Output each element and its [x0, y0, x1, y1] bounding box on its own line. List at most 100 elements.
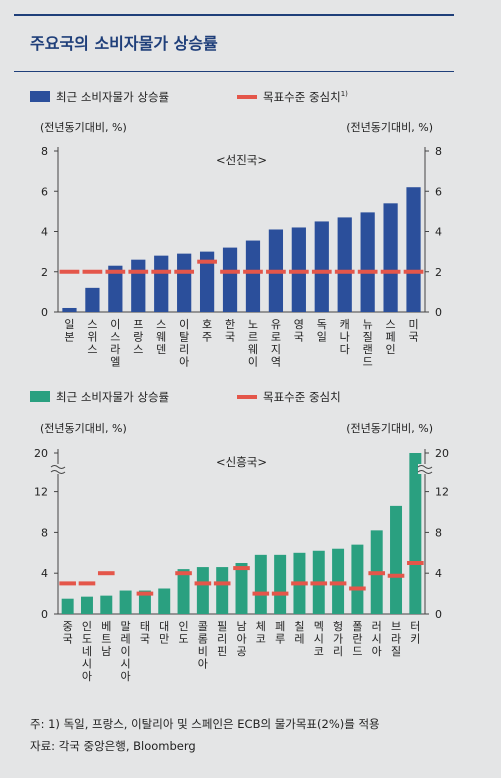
legend-target-footnote-mark: 1): [341, 90, 348, 98]
chart-subtitle: <선진국>: [216, 153, 267, 167]
bar: [222, 247, 238, 312]
bar: [245, 240, 261, 312]
target-marker: [128, 269, 149, 274]
target-marker: [310, 581, 328, 586]
y-tick-label-right: 6: [435, 185, 442, 198]
target-marker: [291, 581, 308, 586]
bar: [406, 187, 421, 312]
bar: [108, 265, 123, 312]
bar: [274, 554, 287, 614]
target-marker: [271, 591, 289, 596]
bar: [337, 217, 352, 312]
bar: [177, 253, 192, 312]
target-marker: [151, 269, 172, 274]
chart-subtitle: <신흥국>: [216, 455, 267, 469]
legend-target-label: 목표수준 중심치: [263, 390, 341, 404]
target-marker: [233, 566, 250, 571]
target-marker: [78, 581, 96, 586]
target-marker: [59, 269, 80, 274]
legend-bar-label: 최근 소비자물가 상승률: [56, 390, 169, 404]
bar: [80, 596, 93, 614]
y-tick-label-left: 4: [41, 567, 48, 580]
legend-target-swatch: [237, 95, 257, 99]
bar: [235, 563, 248, 614]
axis-break-mark: [50, 465, 66, 469]
page-title: 주요국의 소비자물가 상승률: [30, 34, 218, 53]
bar: [360, 212, 375, 312]
target-marker: [220, 269, 240, 274]
target-marker: [197, 259, 217, 264]
legend-bar-swatch: [30, 91, 50, 102]
y-tick-label-right: 0: [435, 608, 442, 621]
target-marker: [311, 269, 332, 274]
y-tick-label-left: 20: [34, 447, 48, 460]
footnote: 주: 1) 독일, 프랑스, 이탈리아 및 스페인은 ECB의 물가목표(2%)…: [30, 717, 380, 731]
bar: [383, 203, 398, 312]
legend-bar-label: 최근 소비자물가 상승률: [56, 90, 169, 104]
y-tick-label-left: 6: [41, 185, 48, 198]
bar: [332, 548, 345, 614]
y-tick-label-left: 12: [34, 486, 48, 499]
axis-break-mark: [50, 470, 66, 474]
axis-break-mark: [417, 470, 433, 474]
y-tick-label-left: 0: [41, 608, 48, 621]
bar: [409, 453, 422, 614]
bar: [390, 505, 403, 614]
target-marker: [329, 581, 347, 586]
axis-break-gap: [51, 464, 65, 474]
bar: [119, 590, 132, 614]
bar: [199, 251, 215, 312]
target-marker: [252, 591, 270, 596]
target-marker: [174, 269, 195, 274]
bar: [154, 255, 169, 312]
y-axis-unit-left: (전년동기대비, %): [40, 121, 127, 134]
target-marker: [387, 573, 405, 578]
target-marker: [334, 269, 355, 274]
target-marker: [380, 269, 401, 274]
y-tick-label-right: 0: [435, 306, 442, 319]
bar: [351, 544, 364, 614]
target-marker: [97, 571, 115, 576]
title-rule: [14, 71, 454, 72]
target-marker: [59, 581, 76, 586]
target-marker: [82, 269, 103, 274]
target-marker: [175, 571, 192, 576]
y-tick-label-left: 0: [41, 306, 48, 319]
bar: [216, 567, 229, 614]
target-marker: [403, 269, 424, 274]
target-marker: [357, 269, 378, 274]
y-axis-unit-left: (전년동기대비, %): [40, 422, 127, 435]
target-marker: [368, 571, 386, 576]
y-axis-unit-right: (전년동기대비, %): [346, 121, 433, 134]
y-tick-label-right: 12: [435, 486, 449, 499]
y-tick-label-left: 4: [41, 226, 48, 239]
target-marker: [266, 269, 286, 274]
bar: [196, 567, 209, 614]
bar: [254, 554, 267, 614]
bar: [291, 227, 306, 312]
